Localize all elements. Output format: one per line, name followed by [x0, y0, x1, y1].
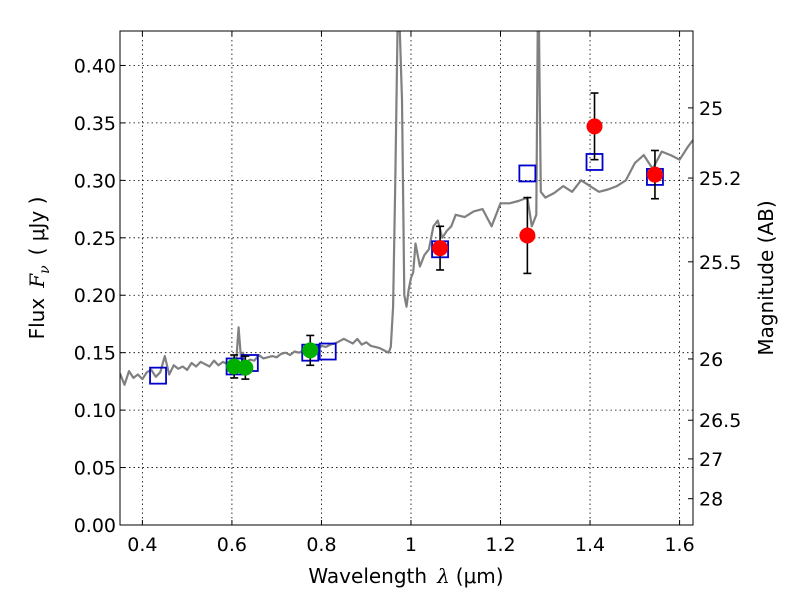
y-tick-label: 0.05: [74, 458, 116, 480]
x-tick-label: 1.4: [575, 534, 605, 556]
y-tick-label: 0.20: [74, 285, 116, 307]
data-point: [519, 227, 536, 244]
series-group: [120, 31, 693, 386]
y2-tick-label: 27: [699, 449, 723, 471]
x-tick-label: 0.6: [217, 534, 247, 556]
x-tick-label: 1.2: [485, 534, 515, 556]
y-tick-label: 0.00: [74, 515, 116, 537]
x-tick-label: 1.6: [664, 534, 694, 556]
y-tick-label: 0.30: [74, 170, 116, 192]
x-tick-label: 0.8: [306, 534, 336, 556]
y-tick-label: 0.10: [74, 400, 116, 422]
y-axis-label: FluxFν( μJy ): [25, 197, 53, 340]
axis-ticks: 0.4 0.6 0.8 1 1.2 1.4 1.6 0.00 0.05 0.10 0.15 0.20 0…: [74, 31, 741, 556]
y2-tick-label: 26.5: [699, 410, 741, 432]
x-tick-label: 1: [405, 534, 417, 556]
model-square: [149, 366, 167, 385]
y2-tick-label: 26: [699, 349, 723, 371]
data-point: [646, 166, 663, 183]
y2-tick-label: 28: [699, 489, 723, 511]
data-point: [302, 342, 319, 359]
model-square: [318, 342, 337, 361]
y-tick-label: 0.25: [74, 228, 116, 250]
data-point: [432, 240, 449, 257]
y-tick-label: 0.40: [74, 55, 116, 77]
x-axis-label: Wavelength λ (μm): [308, 564, 503, 588]
x-tick-label: 0.4: [127, 534, 157, 556]
y2-tick-label: 25.5: [699, 252, 741, 274]
plot-frame: [119, 30, 694, 526]
y2-tick-label: 25: [699, 98, 723, 120]
y-tick-label: 0.15: [74, 343, 116, 365]
model-square: [518, 164, 537, 183]
y2-tick-label: 25.2: [699, 168, 741, 190]
data-point: [237, 359, 254, 376]
series-layer: [120, 31, 693, 386]
data-point: [586, 118, 603, 135]
grid: [120, 31, 693, 526]
spectrum-line: [120, 31, 693, 386]
y2-axis-label: Magnitude (AB): [754, 200, 778, 355]
y-tick-label: 0.35: [74, 113, 116, 135]
